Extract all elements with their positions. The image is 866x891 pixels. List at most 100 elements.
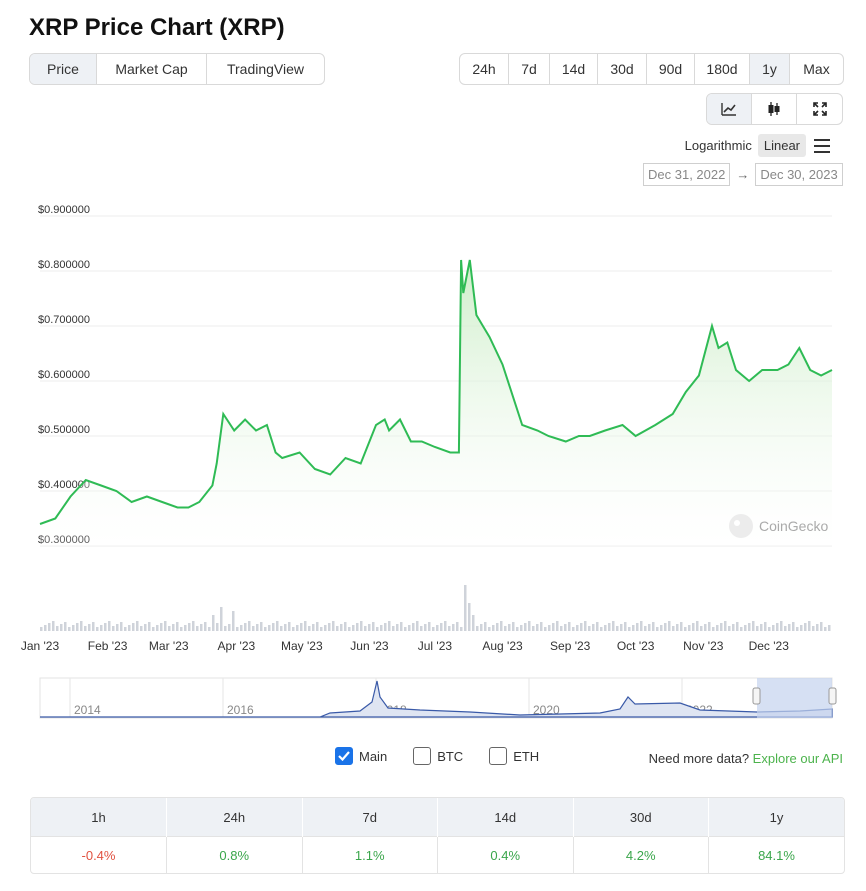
checkbox-btc[interactable] bbox=[413, 747, 432, 765]
volume-bar bbox=[352, 625, 355, 631]
volume-bar bbox=[656, 627, 659, 631]
volume-bar bbox=[160, 623, 163, 631]
range-max[interactable]: Max bbox=[803, 61, 830, 77]
linear-toggle[interactable]: Linear bbox=[757, 134, 806, 157]
x-tick-label: Nov '23 bbox=[683, 639, 724, 653]
volume-bar bbox=[588, 626, 591, 631]
volume-bar bbox=[180, 627, 183, 631]
line-chart-icon[interactable] bbox=[707, 94, 752, 124]
change-14d: 0.4% bbox=[437, 836, 574, 873]
checkbox-main[interactable] bbox=[335, 747, 353, 765]
range-90d[interactable]: 90d bbox=[647, 54, 695, 84]
volume-bar bbox=[580, 623, 583, 631]
volume-bar bbox=[436, 625, 439, 631]
logarithmic-toggle[interactable]: Logarithmic bbox=[684, 138, 752, 153]
volume-bar bbox=[820, 622, 823, 631]
volume-bar bbox=[444, 621, 447, 631]
volume-bar bbox=[388, 621, 391, 631]
volume-bar bbox=[516, 627, 519, 631]
price-change-table: 1h 24h 7d 14d 30d 1y -0.4% 0.8% 1.1% 0.4… bbox=[30, 797, 845, 874]
volume-bar bbox=[536, 624, 539, 631]
volume-bar bbox=[624, 622, 627, 631]
navigator-handle-right[interactable] bbox=[828, 687, 837, 705]
y-tick-label: $0.900000 bbox=[38, 204, 90, 216]
volume-bar bbox=[704, 624, 707, 631]
volume-bar bbox=[200, 624, 203, 631]
volume-bar bbox=[64, 622, 67, 631]
volume-bars bbox=[40, 585, 831, 631]
volume-bar bbox=[176, 622, 179, 631]
compare-eth[interactable]: ETH bbox=[489, 747, 539, 765]
volume-bar bbox=[240, 625, 243, 631]
compare-btc[interactable]: BTC bbox=[413, 747, 463, 765]
volume-bar bbox=[52, 621, 55, 631]
volume-bar bbox=[720, 623, 723, 631]
checkbox-eth[interactable] bbox=[489, 747, 508, 765]
volume-bar bbox=[792, 622, 795, 631]
volume-bar bbox=[760, 624, 763, 631]
volume-bar bbox=[556, 621, 559, 631]
header-7d: 7d bbox=[302, 798, 438, 837]
tab-tradingview[interactable]: TradingView bbox=[226, 61, 305, 77]
compare-main-label: Main bbox=[359, 748, 388, 764]
explore-api-link[interactable]: Explore our API bbox=[752, 751, 843, 766]
price-chart[interactable]: $0.900000 $0.800000 $0.700000 $0.600000 $0.5… bbox=[0, 190, 866, 730]
compare-options: Main BTC ETH bbox=[335, 747, 565, 765]
navigator[interactable]: 20142016201820202022 bbox=[39, 677, 837, 719]
x-tick-label: Apr '23 bbox=[218, 639, 256, 653]
candlestick-icon[interactable] bbox=[752, 94, 797, 124]
more-data-text: Need more data? bbox=[648, 751, 750, 766]
range-24h[interactable]: 24h bbox=[460, 54, 509, 84]
x-tick-label: Feb '23 bbox=[88, 639, 128, 653]
volume-bar bbox=[684, 627, 687, 631]
range-7d[interactable]: 7d bbox=[509, 54, 550, 84]
volume-bar bbox=[328, 623, 331, 631]
volume-bar bbox=[524, 623, 527, 631]
volume-bar bbox=[504, 626, 507, 631]
volume-bar bbox=[100, 625, 103, 631]
fullscreen-icon[interactable] bbox=[797, 94, 842, 124]
volume-bar bbox=[744, 625, 747, 631]
scale-toggle: Logarithmic Linear bbox=[679, 134, 830, 157]
menu-icon[interactable] bbox=[814, 138, 830, 153]
date-from-input[interactable]: Dec 31, 2022 bbox=[643, 163, 731, 186]
change-30d: 4.2% bbox=[573, 836, 709, 873]
y-tick-label: $0.700000 bbox=[38, 314, 90, 326]
volume-bar bbox=[184, 625, 187, 631]
volume-bar bbox=[500, 621, 503, 631]
volume-bar bbox=[788, 624, 791, 631]
volume-bar bbox=[560, 626, 563, 631]
volume-bar bbox=[104, 623, 107, 631]
navigator-selection[interactable] bbox=[757, 678, 832, 718]
volume-bar bbox=[680, 622, 683, 631]
volume-bar bbox=[412, 623, 415, 631]
y-tick-label: $0.600000 bbox=[38, 369, 90, 381]
volume-bar bbox=[260, 622, 263, 631]
volume-bar bbox=[164, 621, 167, 631]
range-180d[interactable]: 180d bbox=[695, 54, 750, 84]
volume-bar bbox=[592, 624, 595, 631]
volume-bar bbox=[392, 626, 395, 631]
volume-bar bbox=[404, 627, 407, 631]
volume-bar bbox=[724, 621, 727, 631]
range-1y[interactable]: 1y bbox=[750, 54, 790, 84]
volume-bar bbox=[520, 625, 523, 631]
volume-bar bbox=[648, 624, 651, 631]
volume-bar bbox=[640, 621, 643, 631]
volume-bar bbox=[564, 624, 567, 631]
compare-main[interactable]: Main bbox=[335, 747, 387, 765]
navigator-handle-left[interactable] bbox=[752, 687, 761, 705]
volume-bar bbox=[120, 622, 123, 631]
volume-bar bbox=[320, 627, 323, 631]
volume-bar bbox=[480, 624, 483, 631]
range-14d[interactable]: 14d bbox=[550, 54, 598, 84]
date-to-input[interactable]: Dec 30, 2023 bbox=[755, 163, 843, 186]
volume-bar bbox=[596, 622, 599, 631]
arrow-right-icon: → bbox=[736, 167, 750, 182]
tab-market-cap[interactable]: Market Cap bbox=[97, 54, 207, 84]
volume-bar bbox=[248, 621, 251, 631]
tab-price[interactable]: Price bbox=[30, 54, 97, 84]
volume-bar bbox=[44, 625, 47, 631]
range-30d[interactable]: 30d bbox=[598, 54, 647, 84]
volume-bar bbox=[708, 622, 711, 631]
